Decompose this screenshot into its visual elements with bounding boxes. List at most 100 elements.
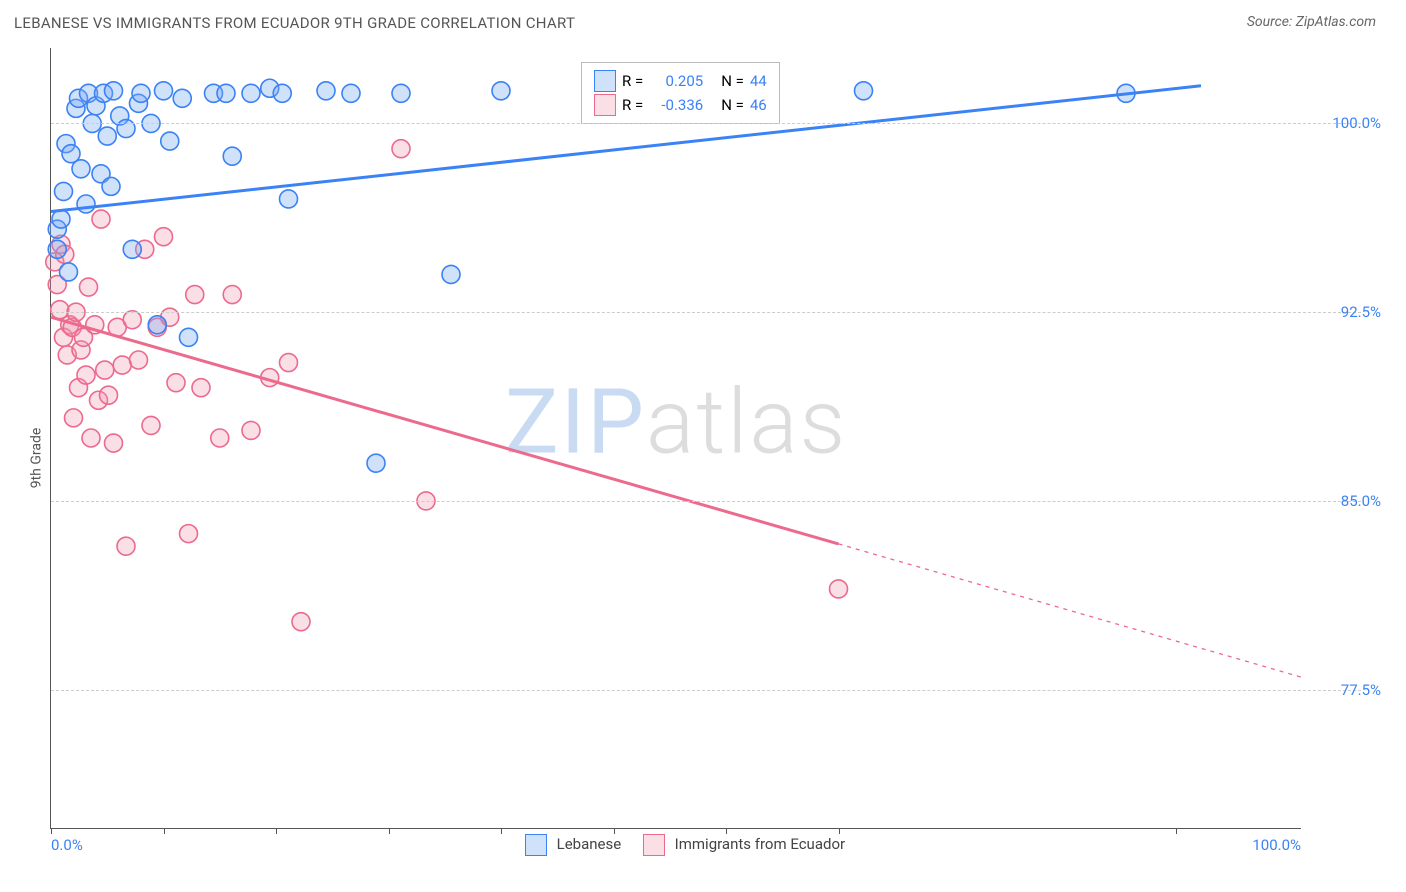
x-tick bbox=[276, 828, 277, 834]
data-point bbox=[242, 421, 260, 439]
data-point bbox=[830, 580, 848, 598]
data-point bbox=[280, 354, 298, 372]
data-point bbox=[192, 379, 210, 397]
r-label-1: R = bbox=[622, 69, 643, 93]
stats-row-1: R = 0.205 N = 44 bbox=[594, 69, 767, 93]
data-point bbox=[280, 190, 298, 208]
data-point bbox=[48, 240, 66, 258]
x-tick bbox=[164, 828, 165, 834]
data-point bbox=[105, 82, 123, 100]
data-point bbox=[186, 286, 204, 304]
data-point bbox=[55, 182, 73, 200]
gridline-h bbox=[51, 501, 1361, 502]
swatch-series2 bbox=[594, 94, 616, 116]
x-tick bbox=[726, 828, 727, 834]
data-point bbox=[65, 409, 83, 427]
chart-title: LEBANESE VS IMMIGRANTS FROM ECUADOR 9TH … bbox=[14, 14, 575, 32]
data-point bbox=[52, 210, 70, 228]
data-point bbox=[155, 82, 173, 100]
r-value-1: 0.205 bbox=[649, 69, 703, 93]
data-point bbox=[100, 386, 118, 404]
data-point bbox=[317, 82, 335, 100]
data-point bbox=[77, 195, 95, 213]
y-axis-label: 9th Grade bbox=[28, 428, 44, 489]
n-label-1: N = bbox=[721, 69, 744, 93]
x-tick bbox=[51, 828, 52, 834]
data-point bbox=[211, 429, 229, 447]
legend-label-1: Lebanese bbox=[557, 835, 622, 853]
source-label: Source: ZipAtlas.com bbox=[1247, 14, 1376, 30]
data-point bbox=[242, 84, 260, 102]
y-tick-label: 85.0% bbox=[1341, 492, 1381, 510]
stats-row-2: R = -0.336 N = 46 bbox=[594, 93, 767, 117]
gridline-h bbox=[51, 312, 1361, 313]
swatch-series1-bottom bbox=[525, 834, 547, 856]
r-label-2: R = bbox=[622, 93, 643, 117]
data-point bbox=[72, 160, 90, 178]
data-point bbox=[117, 120, 135, 138]
data-point bbox=[392, 84, 410, 102]
data-point bbox=[180, 525, 198, 543]
gridline-h bbox=[51, 690, 1361, 691]
swatch-series2-bottom bbox=[643, 834, 665, 856]
trend-line bbox=[839, 544, 1302, 677]
x-tick-label: 100.0% bbox=[1252, 836, 1301, 854]
data-point bbox=[98, 127, 116, 145]
data-point bbox=[342, 84, 360, 102]
data-point bbox=[161, 132, 179, 150]
data-point bbox=[180, 328, 198, 346]
data-point bbox=[273, 84, 291, 102]
data-point bbox=[113, 356, 131, 374]
data-point bbox=[155, 228, 173, 246]
n-value-1: 44 bbox=[750, 69, 767, 93]
data-point bbox=[132, 84, 150, 102]
x-tick bbox=[839, 828, 840, 834]
data-point bbox=[223, 147, 241, 165]
stats-legend: R = 0.205 N = 44 R = -0.336 N = 46 bbox=[581, 62, 780, 124]
data-point bbox=[80, 278, 98, 296]
data-point bbox=[123, 311, 141, 329]
data-point bbox=[82, 429, 100, 447]
x-tick-label: 0.0% bbox=[51, 836, 83, 854]
gridline-h bbox=[51, 123, 1361, 124]
data-point bbox=[492, 82, 510, 100]
data-point bbox=[102, 177, 120, 195]
data-point bbox=[77, 366, 95, 384]
data-point bbox=[167, 374, 185, 392]
y-tick-label: 100.0% bbox=[1332, 114, 1381, 132]
data-point bbox=[96, 361, 114, 379]
n-value-2: 46 bbox=[750, 93, 767, 117]
x-tick bbox=[389, 828, 390, 834]
data-point bbox=[92, 210, 110, 228]
x-tick bbox=[1176, 828, 1177, 834]
plot-area: ZIPatlas R = 0.205 N = 44 R = -0.336 N =… bbox=[50, 48, 1301, 829]
y-tick-label: 77.5% bbox=[1341, 681, 1381, 699]
x-tick bbox=[501, 828, 502, 834]
data-point bbox=[117, 537, 135, 555]
data-point bbox=[392, 140, 410, 158]
data-point bbox=[60, 263, 78, 281]
chart-svg bbox=[51, 48, 1301, 828]
r-value-2: -0.336 bbox=[649, 93, 703, 117]
swatch-series1 bbox=[594, 70, 616, 92]
data-point bbox=[173, 89, 191, 107]
plot-wrap: 9th Grade ZIPatlas R = 0.205 N = 44 R = … bbox=[0, 38, 1406, 878]
trend-line bbox=[51, 317, 839, 544]
data-point bbox=[123, 240, 141, 258]
n-label-2: N = bbox=[721, 93, 744, 117]
chart-header: LEBANESE VS IMMIGRANTS FROM ECUADOR 9TH … bbox=[0, 0, 1406, 38]
data-point bbox=[142, 416, 160, 434]
data-point bbox=[442, 265, 460, 283]
legend-label-2: Immigrants from Ecuador bbox=[675, 835, 845, 853]
data-point bbox=[148, 316, 166, 334]
data-point bbox=[217, 84, 235, 102]
data-point bbox=[855, 82, 873, 100]
data-point bbox=[105, 434, 123, 452]
bottom-legend: Lebanese Immigrants from Ecuador bbox=[51, 834, 1301, 856]
data-point bbox=[367, 454, 385, 472]
data-point bbox=[130, 351, 148, 369]
x-tick bbox=[614, 828, 615, 834]
data-point bbox=[292, 613, 310, 631]
data-point bbox=[223, 286, 241, 304]
y-tick-label: 92.5% bbox=[1341, 303, 1381, 321]
